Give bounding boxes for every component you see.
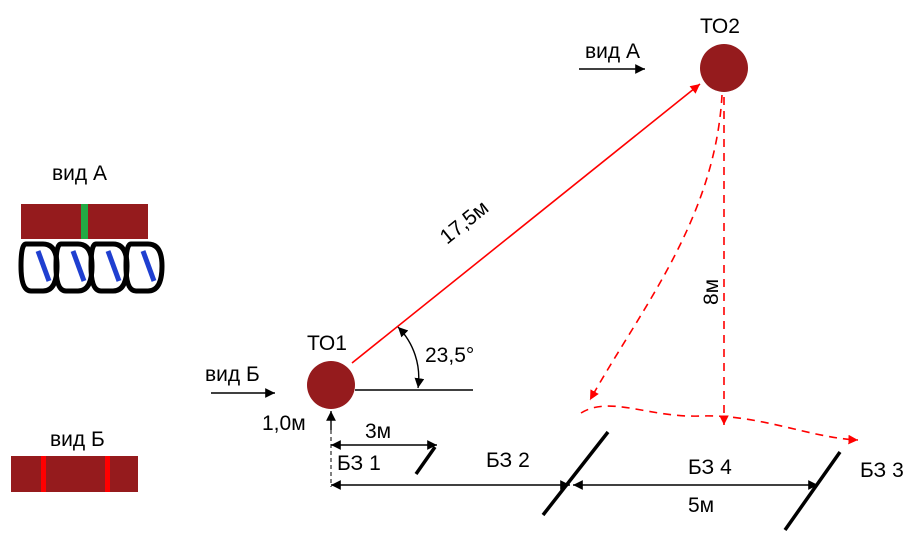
- carabiner-icon: [18, 241, 60, 294]
- view-b-label: вид Б: [205, 363, 260, 386]
- legend-view-a-sling: [81, 204, 88, 239]
- carabiner-icon: [53, 241, 95, 294]
- belay-zone-bz1-marker: [414, 445, 437, 476]
- carabiner-icon: [123, 241, 165, 294]
- belay-zone-bz2-label: БЗ 2: [486, 449, 530, 472]
- anchor-point-to1: [307, 361, 355, 409]
- dimension-5: 5м: [688, 494, 714, 517]
- legend-view-b-bar: [11, 456, 138, 492]
- dimension-3: 3м: [365, 420, 391, 443]
- legend-view-b-title: вид Б: [50, 428, 105, 451]
- carabiner-icon: [88, 241, 130, 294]
- dimension-8: 8м: [700, 279, 723, 305]
- rope-drop-left: [589, 94, 723, 401]
- rope-swing-right: [580, 405, 859, 445]
- belay-zone-bz2-marker: [541, 430, 610, 517]
- dimension-17-5: 17,5м: [436, 196, 493, 249]
- legend-view-b-mark-2: [105, 456, 110, 492]
- anchor-point-to2: [700, 44, 748, 92]
- rope-line-to1-to2: [351, 83, 701, 364]
- belay-zone-bz3-marker: [783, 450, 842, 532]
- legend-view-b: вид Б: [11, 428, 138, 492]
- belay-zone-bz1-label: БЗ 1: [337, 452, 381, 475]
- carabiner-icon-group: [18, 241, 165, 294]
- anchor-label-to2: ТО2: [700, 15, 740, 38]
- dimension-1-0: 1,0м: [262, 412, 306, 435]
- legend-view-a-title: вид А: [52, 162, 107, 185]
- legend-view-a: вид А: [18, 162, 165, 294]
- belay-zone-bz4-label: БЗ 4: [688, 456, 732, 479]
- legend-view-b-mark-1: [41, 456, 46, 492]
- anchor-label-to1: ТО1: [307, 332, 347, 355]
- view-a-label: вид А: [585, 40, 640, 63]
- angle-arc: [397, 326, 425, 389]
- angle-label: 23,5°: [425, 344, 474, 367]
- belay-zone-bz3-label: БЗ 3: [860, 459, 904, 482]
